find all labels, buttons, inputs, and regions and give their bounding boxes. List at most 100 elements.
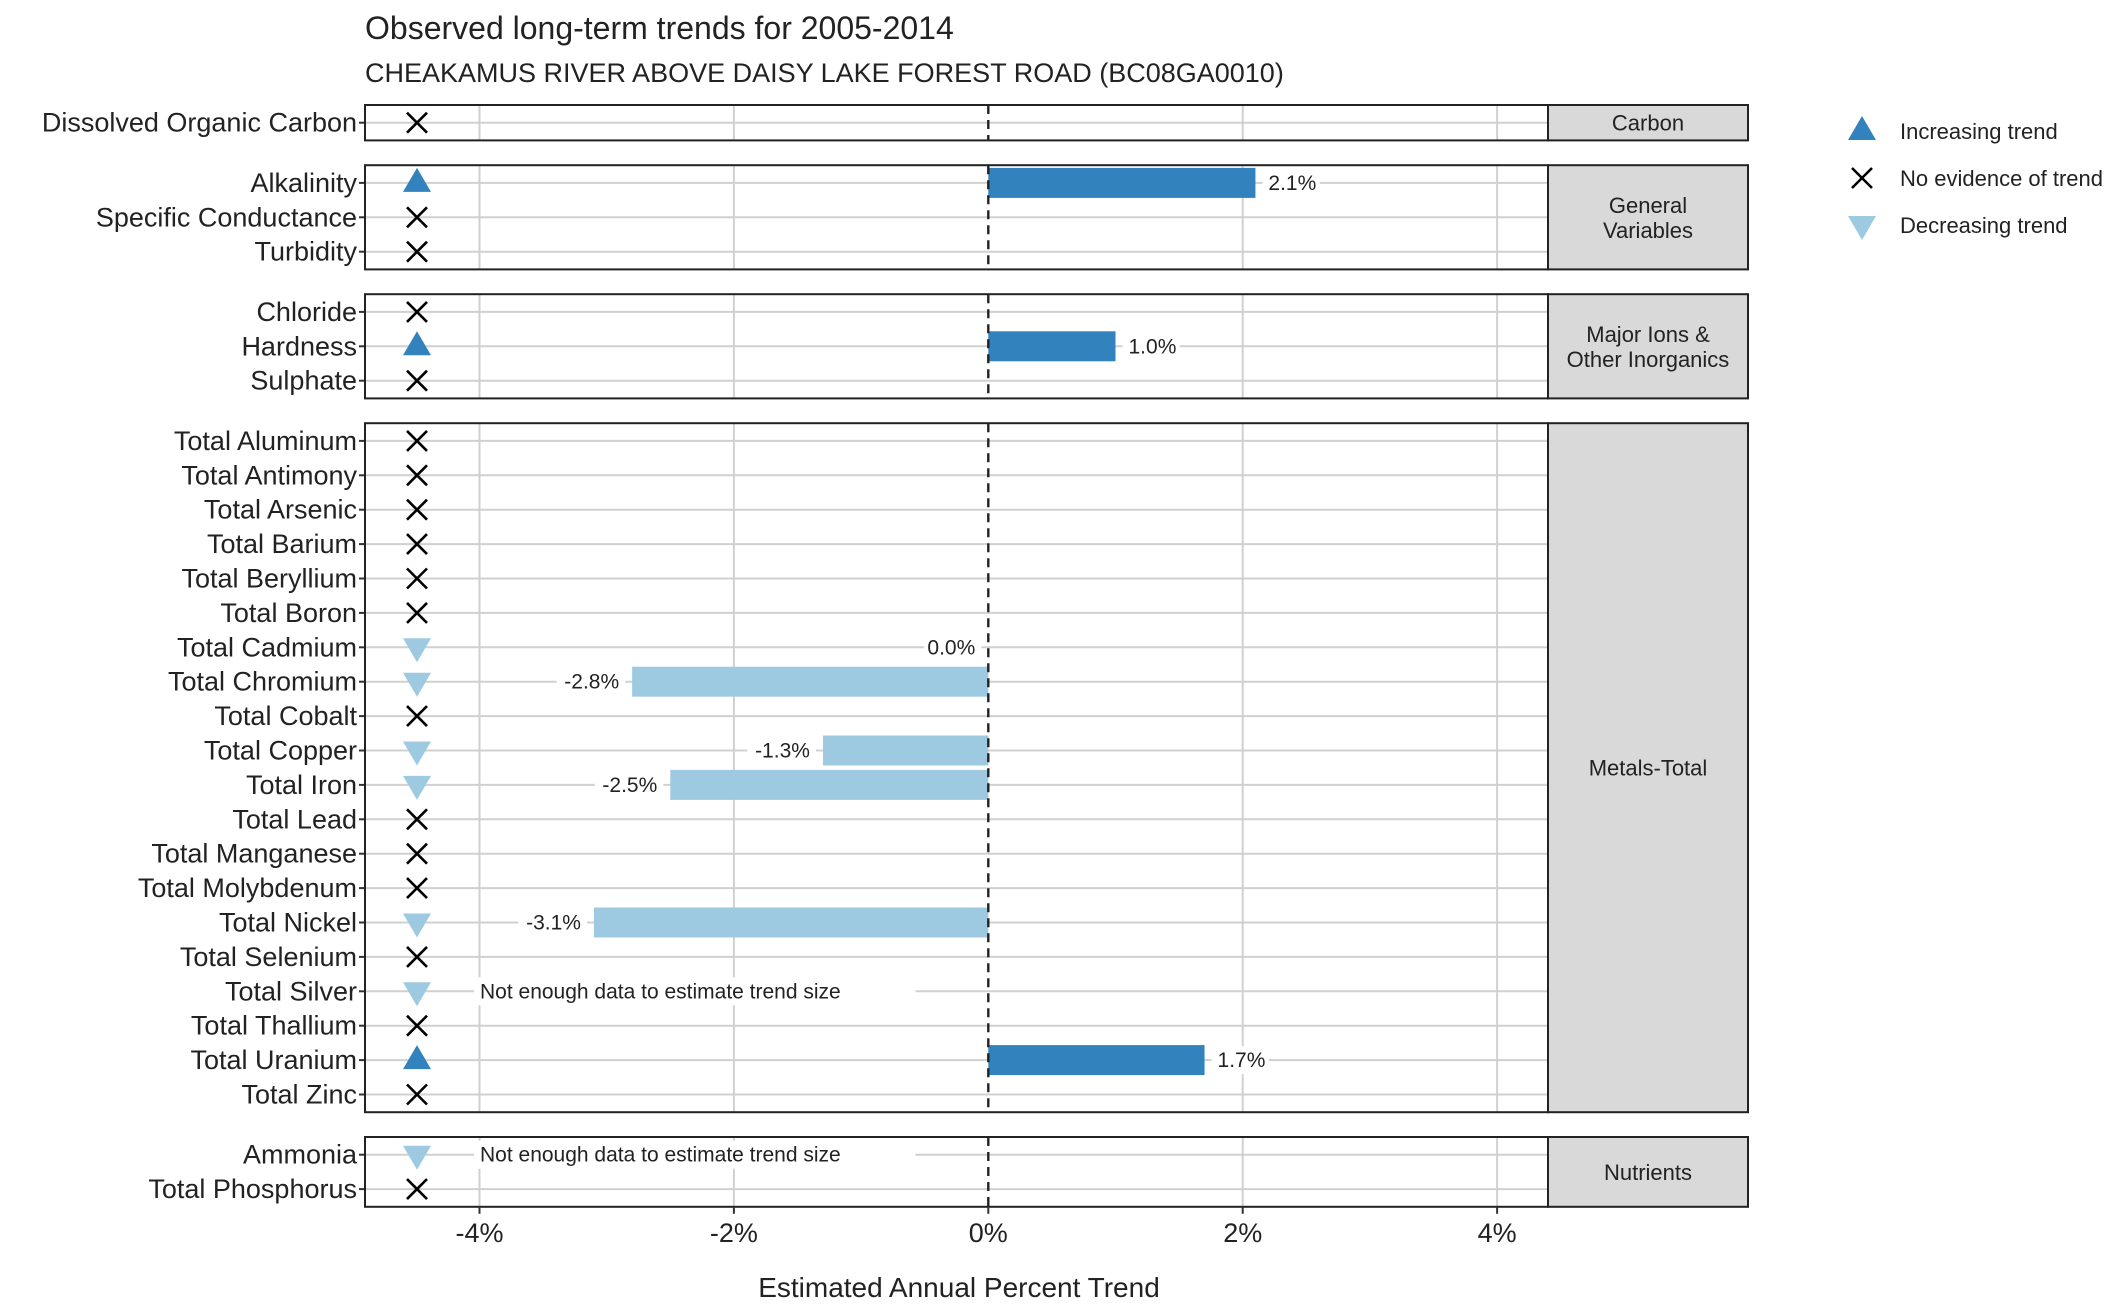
row-label-turbidity: Turbidity [254, 237, 357, 267]
symbol-no-trend-total-aluminum [406, 429, 428, 452]
row-label-total-molybdenum: Total Molybdenum [138, 873, 357, 903]
row-label-total-arsenic: Total Arsenic [204, 495, 357, 525]
row-label-specific-conductance: Specific Conductance [96, 202, 357, 232]
symbol-no-trend-dissolved-organic-carbon [406, 111, 428, 134]
symbol-no-trend-total-beryllium [406, 567, 428, 590]
value-label-total-copper: -1.3% [755, 740, 810, 763]
symbol-no-trend-total-zinc [406, 1083, 428, 1106]
symbol-no-trend-total-barium [406, 533, 428, 556]
row-label-total-uranium: Total Uranium [190, 1045, 357, 1075]
panel-metals-total: Total Aluminum Total Antimony Total Arseni… [138, 422, 1749, 1114]
x-tick-label: 0% [969, 1218, 1008, 1248]
panel-general-variables: 2.1% Alkalinity Specific Conductance Turbid… [96, 164, 1749, 271]
symbol-no-trend-total-manganese [406, 842, 428, 865]
row-label-alkalinity: Alkalinity [250, 168, 357, 198]
symbol-decreasing-ammonia [403, 1145, 431, 1170]
panel-carbon: Dissolved Organic Carbon Carbon [42, 104, 1749, 142]
panels: Dissolved Organic Carbon Carbon 2.1% Alkali… [42, 104, 1749, 1208]
label-bg [747, 736, 816, 765]
symbol-no-trend-turbidity [406, 240, 428, 263]
row-label-chloride: Chloride [256, 297, 357, 327]
chart-subtitle: CHEAKAMUS RIVER ABOVE DAISY LAKE FOREST … [365, 58, 1284, 88]
symbol-decreasing-total-nickel [403, 913, 431, 938]
label-bg [474, 977, 916, 1006]
row-label-total-aluminum: Total Aluminum [174, 426, 357, 456]
symbol-no-trend-total-boron [406, 601, 428, 624]
value-label-hardness: 1.0% [1129, 335, 1177, 358]
row-label-total-iron: Total Iron [246, 770, 357, 800]
facet-strip-bg [1547, 1136, 1749, 1208]
symbol-no-trend-chloride [406, 300, 428, 323]
row-label-total-chromium: Total Chromium [168, 667, 357, 697]
value-label-total-cadmium: 0.0% [927, 636, 975, 659]
x-tick-label: -4% [455, 1218, 503, 1248]
row-label-total-nickel: Total Nickel [219, 908, 357, 938]
symbol-decreasing-total-silver [403, 982, 431, 1007]
bar-total-chromium [632, 666, 989, 697]
symbol-no-trend-total-arsenic [406, 498, 428, 521]
label-bg [1262, 168, 1320, 197]
row-label-sulphate: Sulphate [250, 366, 357, 396]
symbol-no-trend-total-molybdenum [406, 877, 428, 900]
symbol-no-trend-total-lead [406, 808, 428, 831]
row-label-hardness: Hardness [241, 331, 357, 361]
row-label-total-lead: Total Lead [232, 804, 357, 834]
bar-total-iron [670, 769, 989, 800]
bar-hardness [988, 331, 1116, 362]
row-label-total-cobalt: Total Cobalt [214, 701, 357, 731]
chart-title: Observed long-term trends for 2005-2014 [365, 10, 954, 46]
legend: Increasing trend No evidence of trend Decr… [1848, 116, 2103, 240]
facet-strip-label: Metals-Total [1589, 756, 1708, 781]
row-label-total-antimony: Total Antimony [181, 460, 357, 490]
label-bg [1211, 1046, 1269, 1075]
symbol-decreasing-total-cadmium [403, 638, 431, 663]
x-tick-label: -2% [710, 1218, 758, 1248]
row-label-total-silver: Total Silver [225, 976, 357, 1006]
facet-strip-label: General [1609, 193, 1687, 218]
legend-symbol-increasing [1848, 116, 1876, 140]
row-label-total-beryllium: Total Beryllium [181, 564, 357, 594]
legend-item-decreasing-trend: Decreasing trend [1848, 213, 2068, 240]
value-label-total-uranium: 1.7% [1218, 1049, 1266, 1072]
x-axis: -4% -2% 0% 2% 4% [455, 1206, 1517, 1248]
symbol-no-trend-total-selenium [406, 945, 428, 968]
insufficient-label-ammonia: Not enough data to estimate trend size [480, 1144, 841, 1167]
facet-strip-label: Major Ions & [1586, 322, 1710, 347]
row-label-total-zinc: Total Zinc [241, 1080, 357, 1110]
facet-strip-label: Carbon [1612, 111, 1684, 136]
facet-strip-bg [1547, 293, 1749, 400]
x-axis-label: Estimated Annual Percent Trend [758, 1272, 1160, 1303]
symbol-increasing-alkalinity [403, 167, 431, 192]
row-label-ammonia: Ammonia [243, 1140, 358, 1170]
facet-strip-bg [1547, 422, 1749, 1114]
row-label-dissolved-organic-carbon: Dissolved Organic Carbon [42, 108, 357, 138]
symbol-decreasing-total-copper [403, 741, 431, 766]
symbol-increasing-total-uranium [403, 1045, 431, 1070]
row-label-total-thallium: Total Thallium [191, 1011, 357, 1041]
symbol-no-trend-total-cobalt [406, 705, 428, 728]
legend-symbol-no-trend [1851, 167, 1873, 189]
value-label-total-chromium: -2.8% [564, 671, 619, 694]
label-bg [1122, 332, 1180, 361]
legend-symbol-decreasing [1848, 216, 1876, 240]
panel-nutrients: Not enough data to estimate trend size Am… [148, 1136, 1749, 1208]
row-label-total-phosphorus: Total Phosphorus [148, 1174, 357, 1204]
label-bg [556, 667, 626, 696]
value-label-total-nickel: -3.1% [526, 912, 581, 935]
row-label-total-barium: Total Barium [207, 529, 357, 559]
facet-strip-label: Other Inorganics [1567, 347, 1730, 372]
row-label-total-selenium: Total Selenium [180, 942, 357, 972]
label-bg [474, 1140, 916, 1169]
legend-label: No evidence of trend [1900, 166, 2103, 191]
bar-total-nickel [593, 907, 989, 938]
facet-strip-label: Nutrients [1604, 1160, 1692, 1185]
bar-total-copper [822, 735, 989, 766]
row-label-total-manganese: Total Manganese [151, 839, 357, 869]
facet-strip-bg [1547, 104, 1749, 142]
symbol-increasing-hardness [403, 331, 431, 356]
panel-major-ions-other-inorganics: Chloride 1.0% Hardness Sulphate Major Ions &… [241, 293, 1749, 400]
symbol-no-trend-specific-conductance [406, 206, 428, 229]
symbol-decreasing-total-iron [403, 775, 431, 800]
